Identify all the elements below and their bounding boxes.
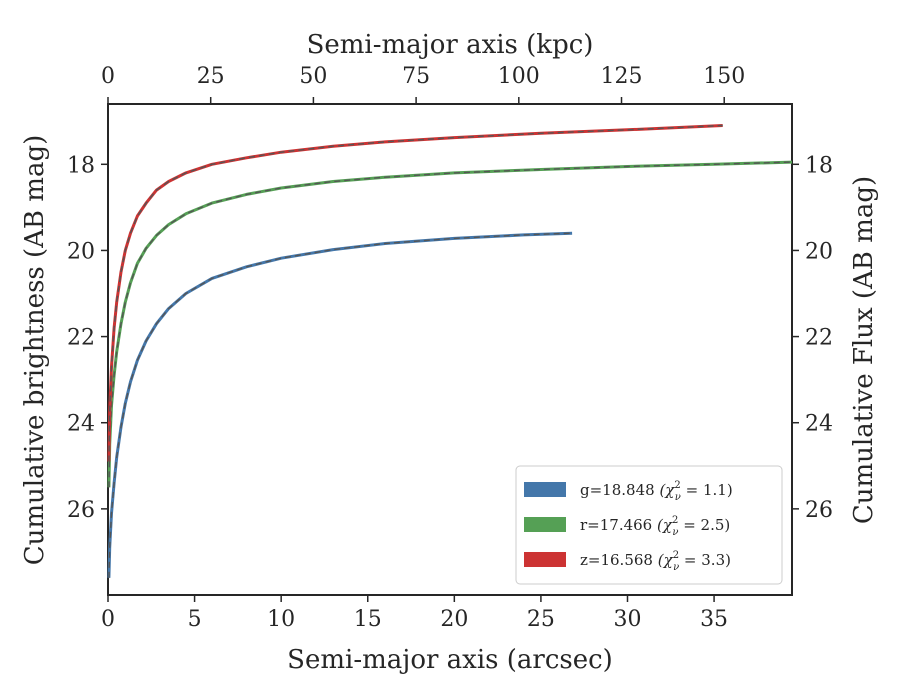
y-tick-label: 18: [67, 153, 95, 178]
x-tick-label: 35: [700, 607, 728, 632]
x-tick-label: 0: [101, 607, 115, 632]
top-x-axis-title: Semi-major axis (kpc): [307, 30, 594, 60]
legend-box: [515, 465, 783, 585]
legend-label-value: = 3.3): [679, 551, 731, 569]
legend-swatch-2: [524, 517, 566, 532]
y-tick-label: 24: [67, 412, 95, 437]
legend-label-sub: ν: [675, 492, 681, 503]
series-model-line-3: [108, 124, 723, 462]
legend-label-1: g=18.848 (χ2 ν = 1.1): [580, 480, 733, 503]
top-x-tick-label: 75: [402, 64, 430, 89]
right-y-tick-label: 22: [805, 326, 833, 351]
series-model-line-1: [108, 232, 573, 578]
legend-swatch-3: [524, 552, 566, 567]
legend: g=18.848 (χ2 ν = 1.1)r=17.466 (χ2 ν = 2.5)…: [515, 465, 783, 585]
top-x-tick-label: 0: [101, 64, 115, 89]
y-axis-title: Cumulative brightness (AB mag): [20, 135, 50, 566]
plot-frame: [107, 103, 793, 596]
top-x-tick-label: 100: [498, 64, 540, 89]
legend-label-value: = 2.5): [678, 516, 730, 534]
legend-label-2: r=17.466 (χ2 ν = 2.5): [580, 515, 730, 538]
top-x-tick-label: 150: [703, 64, 745, 89]
legend-label-value: = 1.1): [681, 481, 733, 499]
legend-label-sup: 2: [672, 515, 678, 526]
legend-label-sup: 2: [673, 550, 679, 561]
right-y-tick-label: 24: [805, 412, 833, 437]
top-x-tick-label: 125: [601, 64, 643, 89]
legend-swatch-1: [524, 482, 566, 497]
top-x-tick-label: 50: [299, 64, 327, 89]
y-tick-label: 20: [67, 239, 95, 264]
series-curves: [107, 124, 793, 578]
legend-label-sub: ν: [672, 527, 678, 538]
series-line-1: [107, 231, 573, 578]
right-y-axis-title: Cumulative Flux (AB mag): [849, 176, 879, 524]
x-tick-label: 15: [354, 607, 382, 632]
x-axis-title: Semi-major axis (arcsec): [287, 645, 613, 675]
legend-label-sup: 2: [674, 480, 680, 491]
x-tick-label: 30: [613, 607, 641, 632]
legend-label-3: z=16.568 (χ2 ν = 3.3): [580, 550, 731, 573]
right-y-tick-label: 18: [805, 153, 833, 178]
legend-label-chi: (χ: [659, 481, 675, 499]
x-tick-label: 5: [188, 607, 202, 632]
legend-label-name: r=17.466: [580, 516, 657, 534]
right-y-tick-label: 26: [805, 498, 833, 523]
y-tick-label: 22: [67, 326, 95, 351]
right-y-tick-label: 20: [805, 239, 833, 264]
legend-label-chi: (χ: [658, 551, 674, 569]
y-tick-label: 26: [67, 498, 95, 523]
x-tick-label: 20: [440, 607, 468, 632]
series-line-2: [107, 160, 793, 488]
series-model-line-2: [108, 161, 793, 488]
legend-label-chi: (χ: [657, 516, 673, 534]
x-tick-label: 10: [267, 607, 295, 632]
x-tick-label: 25: [527, 607, 555, 632]
legend-label-sub: ν: [673, 562, 679, 573]
top-x-tick-label: 25: [197, 64, 225, 89]
legend-label-name: g=18.848: [580, 481, 659, 499]
legend-label-name: z=16.568: [580, 551, 658, 569]
